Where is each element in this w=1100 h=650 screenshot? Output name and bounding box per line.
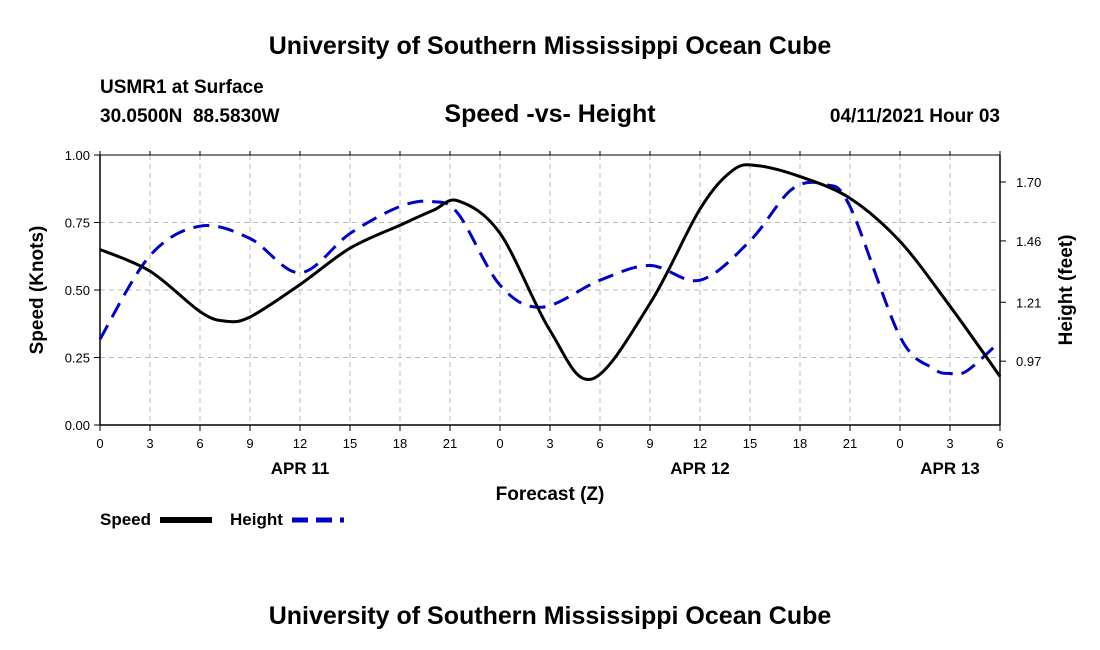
x-tick-label: 12 (693, 436, 707, 451)
x-tick-label: 21 (443, 436, 457, 451)
x-tick-label: 12 (293, 436, 307, 451)
x-tick-label: 6 (996, 436, 1003, 451)
speed-series-line (99, 163, 1002, 381)
y-tick-label: 0.50 (65, 283, 90, 298)
legend-height-label: Height (230, 510, 283, 529)
x-tick-label: 15 (743, 436, 757, 451)
x-tick-label: 3 (946, 436, 953, 451)
y2-tick-label: 1.21 (1016, 295, 1041, 310)
bottom-title: University of Southern Mississippi Ocean… (268, 602, 832, 630)
station-coordinates: 30.0500N 88.5830W (100, 106, 280, 127)
x-tick-label: 15 (343, 436, 357, 451)
x-tick-label: 18 (393, 436, 407, 451)
date-label: APR 12 (670, 459, 730, 478)
y2-tick-label: 1.46 (1016, 234, 1041, 249)
x-tick-label: 18 (793, 436, 807, 451)
y-tick-label: 0.00 (65, 418, 90, 433)
x-tick-label: 3 (146, 436, 153, 451)
y2-tick-label: 1.70 (1016, 175, 1041, 190)
x-tick-label: 6 (196, 436, 203, 451)
x-axis-title: Forecast (Z) (496, 484, 605, 505)
height-series-line (98, 180, 1001, 376)
top-title: University of Southern Mississippi Ocean… (268, 32, 832, 60)
date-label: APR 11 (271, 459, 330, 478)
y2-axis-title: Height (feet) (1056, 235, 1077, 346)
x-tick-label: 3 (546, 436, 553, 451)
legend-speed-label: Speed (100, 510, 152, 529)
station-label: USMR1 at Surface (100, 77, 264, 98)
x-tick-label: 6 (596, 436, 603, 451)
x-tick-label: 9 (246, 436, 253, 451)
y-tick-label: 1.00 (65, 148, 90, 163)
x-tick-label: 9 (646, 436, 653, 451)
x-tick-label: 0 (496, 436, 503, 451)
y-tick-label: 0.25 (65, 351, 90, 366)
plot-title: Speed -vs- Height (444, 100, 656, 128)
x-tick-label: 21 (843, 436, 857, 451)
y-axis-title: Speed (Knots) (27, 226, 48, 355)
forecast-datetime: 04/11/2021 Hour 03 (829, 106, 1000, 127)
y2-tick-label: 0.97 (1016, 354, 1041, 369)
date-label: APR 13 (920, 459, 980, 478)
y-tick-label: 0.75 (65, 216, 90, 231)
x-tick-label: 0 (896, 436, 903, 451)
x-tick-label: 0 (96, 436, 103, 451)
